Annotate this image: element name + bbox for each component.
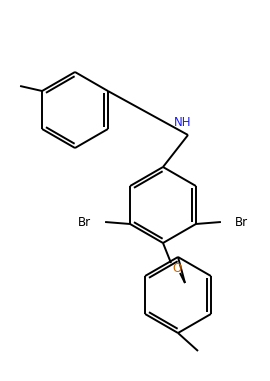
Text: Br: Br	[78, 216, 91, 229]
Text: NH: NH	[174, 117, 192, 130]
Text: Br: Br	[235, 216, 248, 229]
Text: O: O	[172, 261, 182, 274]
